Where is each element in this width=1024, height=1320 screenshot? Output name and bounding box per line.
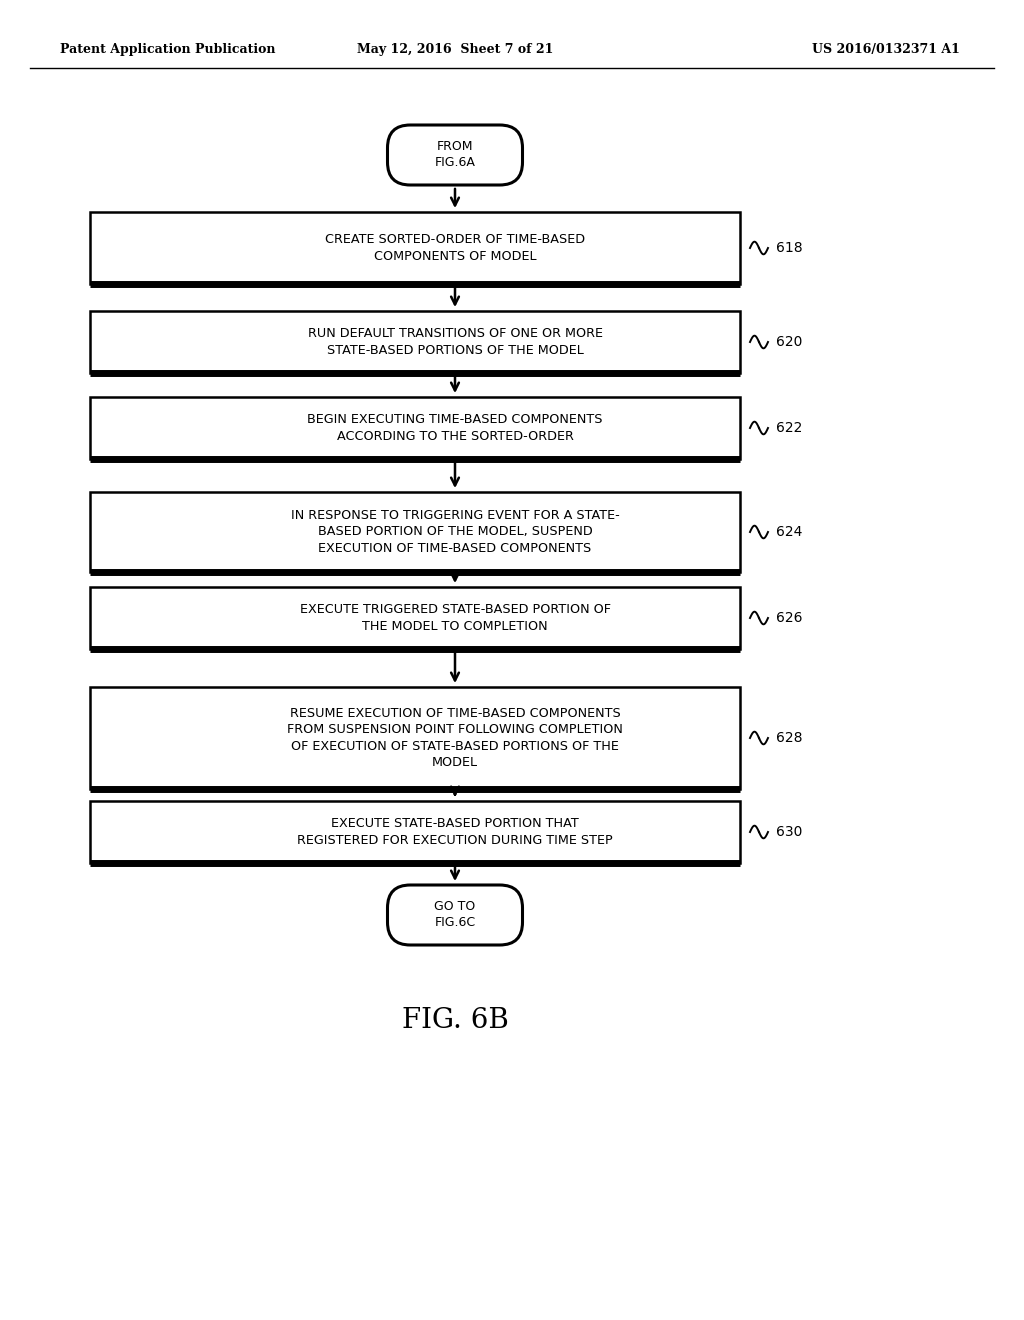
Text: US 2016/0132371 A1: US 2016/0132371 A1 — [812, 44, 961, 57]
Text: 624: 624 — [776, 525, 803, 539]
Text: RESUME EXECUTION OF TIME-BASED COMPONENTS
FROM SUSPENSION POINT FOLLOWING COMPLE: RESUME EXECUTION OF TIME-BASED COMPONENT… — [287, 706, 623, 770]
Bar — [90, 397, 740, 459]
Text: Patent Application Publication: Patent Application Publication — [60, 44, 275, 57]
Text: 630: 630 — [776, 825, 803, 840]
Bar — [90, 686, 740, 789]
Text: FIG. 6B: FIG. 6B — [401, 1006, 509, 1034]
Text: FROM
FIG.6A: FROM FIG.6A — [434, 140, 475, 169]
Text: EXECUTE TRIGGERED STATE-BASED PORTION OF
THE MODEL TO COMPLETION: EXECUTE TRIGGERED STATE-BASED PORTION OF… — [299, 603, 610, 632]
Bar — [90, 587, 740, 649]
Text: May 12, 2016  Sheet 7 of 21: May 12, 2016 Sheet 7 of 21 — [356, 44, 553, 57]
Text: EXECUTE STATE-BASED PORTION THAT
REGISTERED FOR EXECUTION DURING TIME STEP: EXECUTE STATE-BASED PORTION THAT REGISTE… — [297, 817, 613, 846]
Text: IN RESPONSE TO TRIGGERING EVENT FOR A STATE-
BASED PORTION OF THE MODEL, SUSPEND: IN RESPONSE TO TRIGGERING EVENT FOR A ST… — [291, 510, 620, 554]
Bar — [90, 801, 740, 863]
FancyBboxPatch shape — [387, 884, 522, 945]
Text: RUN DEFAULT TRANSITIONS OF ONE OR MORE
STATE-BASED PORTIONS OF THE MODEL: RUN DEFAULT TRANSITIONS OF ONE OR MORE S… — [307, 327, 602, 356]
FancyBboxPatch shape — [387, 125, 522, 185]
Text: 618: 618 — [776, 242, 803, 255]
Text: 620: 620 — [776, 335, 803, 348]
Text: 628: 628 — [776, 731, 803, 744]
Text: BEGIN EXECUTING TIME-BASED COMPONENTS
ACCORDING TO THE SORTED-ORDER: BEGIN EXECUTING TIME-BASED COMPONENTS AC… — [307, 413, 603, 442]
Text: CREATE SORTED-ORDER OF TIME-BASED
COMPONENTS OF MODEL: CREATE SORTED-ORDER OF TIME-BASED COMPON… — [325, 234, 585, 263]
Bar — [90, 312, 740, 374]
Text: 622: 622 — [776, 421, 803, 436]
Text: GO TO
FIG.6C: GO TO FIG.6C — [434, 900, 475, 929]
Bar — [90, 213, 740, 284]
Bar — [90, 492, 740, 572]
Text: 626: 626 — [776, 611, 803, 624]
